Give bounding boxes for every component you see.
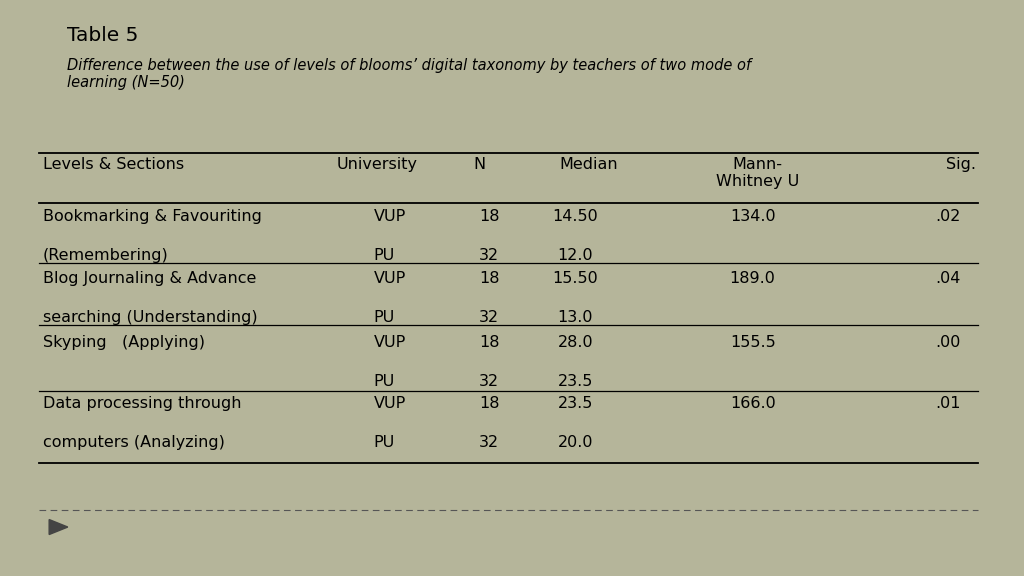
- Text: 155.5: 155.5: [730, 335, 775, 350]
- Text: 18: 18: [479, 396, 500, 411]
- Text: VUP: VUP: [374, 396, 406, 411]
- Text: Sig.: Sig.: [945, 157, 976, 172]
- Text: 189.0: 189.0: [730, 271, 775, 286]
- Text: Bookmarking & Favouriting: Bookmarking & Favouriting: [43, 209, 262, 223]
- Text: 18: 18: [479, 209, 500, 223]
- Text: 32: 32: [479, 310, 500, 325]
- Text: 18: 18: [479, 271, 500, 286]
- Text: .02: .02: [935, 209, 961, 223]
- Text: 166.0: 166.0: [730, 396, 775, 411]
- Text: 15.50: 15.50: [553, 271, 598, 286]
- Text: searching (Understanding): searching (Understanding): [43, 310, 258, 325]
- Text: Skyping   (Applying): Skyping (Applying): [43, 335, 205, 350]
- Text: PU: PU: [374, 435, 395, 450]
- Text: computers (Analyzing): computers (Analyzing): [43, 435, 225, 450]
- Text: VUP: VUP: [374, 335, 406, 350]
- Text: Data processing through: Data processing through: [43, 396, 242, 411]
- Text: .01: .01: [935, 396, 961, 411]
- Text: 12.0: 12.0: [558, 248, 593, 263]
- Text: PU: PU: [374, 248, 395, 263]
- Text: 28.0: 28.0: [558, 335, 593, 350]
- Text: (Remembering): (Remembering): [43, 248, 169, 263]
- Text: PU: PU: [374, 310, 395, 325]
- Polygon shape: [49, 520, 68, 535]
- Text: University: University: [336, 157, 418, 172]
- Text: 14.50: 14.50: [553, 209, 598, 223]
- Text: 134.0: 134.0: [730, 209, 775, 223]
- Text: PU: PU: [374, 374, 395, 389]
- Text: VUP: VUP: [374, 271, 406, 286]
- Text: 23.5: 23.5: [558, 374, 593, 389]
- Text: 32: 32: [479, 435, 500, 450]
- Text: VUP: VUP: [374, 209, 406, 223]
- Text: .00: .00: [935, 335, 961, 350]
- Text: Mann-
Whitney U: Mann- Whitney U: [716, 157, 800, 189]
- Text: N: N: [473, 157, 485, 172]
- Text: Table 5: Table 5: [67, 26, 138, 45]
- Text: 20.0: 20.0: [558, 435, 593, 450]
- Text: 23.5: 23.5: [558, 396, 593, 411]
- Text: Median: Median: [559, 157, 618, 172]
- Text: .04: .04: [935, 271, 961, 286]
- Text: Blog Journaling & Advance: Blog Journaling & Advance: [43, 271, 256, 286]
- Text: 13.0: 13.0: [558, 310, 593, 325]
- Text: Levels & Sections: Levels & Sections: [43, 157, 184, 172]
- Text: 18: 18: [479, 335, 500, 350]
- Text: Difference between the use of levels of blooms’ digital taxonomy by teachers of : Difference between the use of levels of …: [67, 58, 751, 90]
- Text: 32: 32: [479, 374, 500, 389]
- Text: 32: 32: [479, 248, 500, 263]
